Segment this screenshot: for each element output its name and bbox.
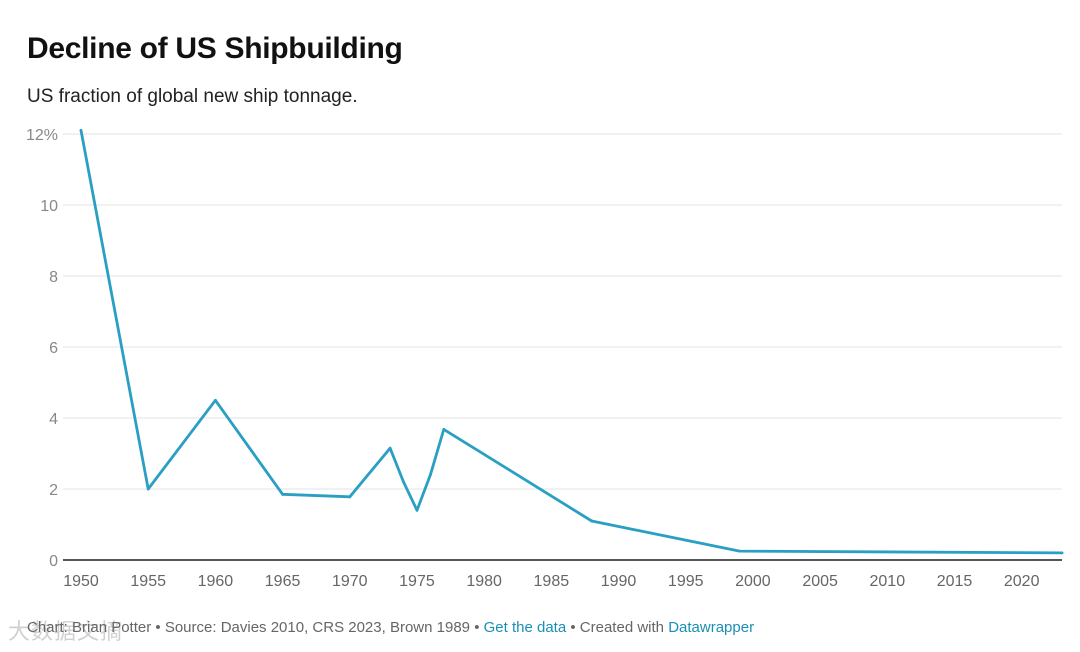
x-tick-label: 1965 [265, 573, 301, 590]
y-tick-label: 4 [49, 411, 58, 428]
series-line-0 [79, 128, 1064, 555]
footer-separator: • [570, 619, 576, 636]
data-point [428, 473, 432, 477]
created-with-label: Created with [579, 619, 665, 636]
x-tick-label: 1960 [198, 573, 234, 590]
data-point [738, 549, 741, 553]
x-tick-label: 1955 [130, 573, 166, 590]
data-point [79, 129, 83, 132]
x-axis-ticks: 1950 1955 1960 1965 1970 1975 1980 1985 1990 1995… [63, 573, 1039, 590]
chart-credit: Chart: Brian Potter [27, 619, 152, 636]
data-point [1060, 551, 1064, 555]
data-point [281, 492, 284, 496]
x-tick-label: 1950 [63, 573, 99, 590]
data-point [590, 519, 594, 523]
data-point [348, 495, 352, 499]
grid-lines [63, 133, 1062, 490]
y-tick-label: 12% [26, 127, 58, 144]
data-point [388, 446, 392, 450]
y-tick-label: 0 [49, 553, 58, 570]
x-tick-label: 2005 [802, 573, 838, 590]
data-point [213, 398, 217, 402]
y-tick-label: 6 [49, 340, 58, 357]
chart-subtitle: US fraction of global new ship tonnage. [27, 86, 358, 107]
x-tick-label: 1970 [332, 573, 368, 590]
get-data-link[interactable]: Get the data [483, 619, 567, 636]
x-tick-label: 2010 [870, 573, 906, 590]
y-tick-label: 2 [49, 482, 58, 499]
x-tick-label: 1975 [399, 573, 435, 590]
footer-separator: • [155, 619, 161, 636]
x-tick-label: 1995 [668, 573, 704, 590]
data-point [146, 487, 150, 491]
y-axis-ticks: 0 2 4 6 8 10 12% [26, 127, 58, 570]
data-point [415, 508, 419, 512]
x-tick-label: 1985 [534, 573, 570, 590]
chart-source: Source: Davies 2010, CRS 2023, Brown 198… [164, 619, 471, 636]
series-layer [79, 128, 1064, 555]
x-tick-label: 1980 [466, 573, 502, 590]
data-point [402, 480, 405, 484]
data-point [442, 427, 446, 431]
x-tick-label: 1990 [601, 573, 637, 590]
chart-footer: Chart: Brian Potter • Source: Davies 201… [27, 619, 754, 636]
y-tick-label: 8 [49, 269, 58, 286]
watermark: 大数据文摘 [8, 619, 124, 644]
footer-separator: • [474, 619, 480, 636]
x-tick-label: 2015 [937, 573, 973, 590]
y-tick-label: 10 [40, 198, 58, 215]
x-tick-label: 2000 [735, 573, 771, 590]
x-tick-label: 2020 [1004, 573, 1040, 590]
chart-title: Decline of US Shipbuilding [27, 32, 403, 65]
datawrapper-link[interactable]: Datawrapper [668, 619, 755, 636]
